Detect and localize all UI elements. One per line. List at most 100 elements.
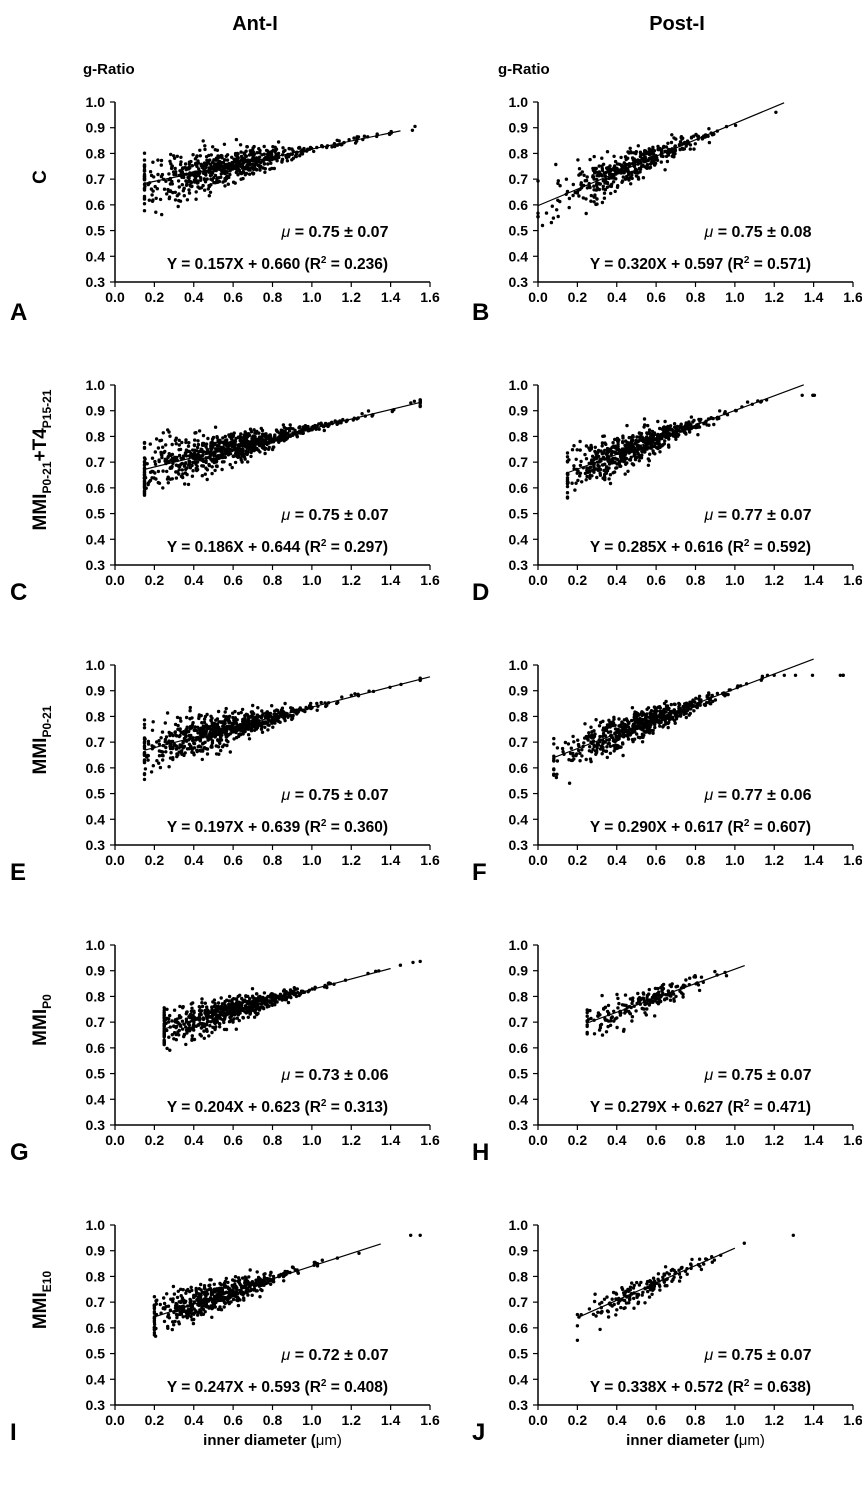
data-point — [216, 709, 221, 714]
data-point — [210, 437, 215, 441]
data-point — [330, 145, 334, 149]
data-point — [142, 158, 147, 162]
y-tick-label: 0.5 — [86, 223, 106, 239]
data-point — [224, 1027, 229, 1032]
data-point — [171, 733, 175, 738]
data-point — [211, 725, 216, 729]
data-point — [627, 172, 631, 177]
data-point — [184, 440, 188, 445]
data-point — [167, 196, 171, 201]
data-point — [222, 142, 227, 146]
data-point — [599, 449, 603, 453]
data-point — [215, 177, 219, 181]
data-point — [281, 146, 285, 150]
data-point — [588, 745, 592, 749]
data-point — [194, 190, 198, 194]
data-point — [565, 455, 570, 459]
data-point — [643, 155, 647, 159]
data-point — [187, 179, 191, 183]
data-point — [189, 1002, 193, 1006]
y-tick-label: 0.6 — [86, 760, 106, 776]
data-point — [181, 475, 185, 480]
data-point — [170, 452, 175, 457]
data-point — [584, 478, 588, 482]
data-point — [186, 482, 191, 487]
data-point — [643, 724, 648, 728]
data-point — [212, 998, 217, 1002]
data-point — [272, 438, 277, 443]
mean-annotation: μ = 0.75 ± 0.08 — [704, 224, 812, 241]
data-point — [297, 426, 301, 430]
data-point — [243, 158, 248, 163]
panel-letter: A — [10, 299, 27, 326]
data-point — [218, 1025, 222, 1029]
data-point — [298, 154, 302, 158]
data-point — [603, 472, 607, 477]
data-point — [603, 448, 607, 453]
data-point — [231, 1020, 235, 1024]
data-point — [231, 1012, 235, 1016]
x-tick-label: 1.0 — [302, 572, 322, 588]
x-tick-label: 0.8 — [686, 1132, 706, 1148]
data-point — [179, 155, 183, 159]
x-tick-label: 0.8 — [263, 572, 283, 588]
data-point — [213, 173, 218, 178]
data-point — [150, 456, 155, 460]
data-point — [260, 709, 264, 713]
data-point — [555, 772, 559, 776]
data-point — [217, 1022, 222, 1026]
data-point — [252, 428, 256, 432]
data-point — [567, 781, 572, 785]
y-tick-label: 0.7 — [86, 734, 106, 750]
data-point — [251, 703, 255, 708]
data-point — [175, 154, 179, 158]
data-point — [183, 452, 188, 457]
scatter-points — [162, 959, 422, 1052]
data-point — [216, 1015, 220, 1019]
data-point — [591, 175, 595, 179]
data-point — [192, 443, 197, 447]
regression-equation: Y = 0.186X + 0.644 (R2 = 0.297) — [167, 538, 388, 556]
data-point — [157, 754, 162, 758]
x-tick-label: 0.4 — [607, 289, 627, 305]
data-point — [693, 142, 697, 146]
x-tick-label: 0.8 — [263, 289, 283, 305]
mean-annotation: μ = 0.75 ± 0.07 — [281, 507, 389, 524]
data-point — [183, 462, 187, 466]
data-point — [232, 737, 236, 741]
data-point — [246, 733, 251, 737]
data-point — [567, 196, 572, 201]
data-point — [549, 220, 554, 225]
y-tick-label: 0.4 — [86, 531, 106, 547]
data-point — [232, 431, 236, 435]
data-point — [269, 161, 273, 165]
data-point — [598, 172, 603, 176]
data-point — [560, 746, 565, 751]
data-point — [643, 1002, 647, 1006]
data-point — [700, 137, 705, 141]
data-point — [197, 167, 201, 171]
data-point — [227, 1020, 232, 1024]
data-point — [192, 1010, 196, 1015]
data-point — [199, 726, 204, 730]
data-point — [185, 198, 190, 202]
data-point — [588, 157, 592, 162]
data-point — [184, 1017, 189, 1021]
data-point — [267, 150, 271, 155]
data-point — [208, 1023, 212, 1028]
data-point — [578, 463, 583, 468]
data-point — [231, 997, 236, 1001]
data-point — [153, 184, 157, 189]
x-tick-label: 0.8 — [686, 572, 706, 588]
data-point — [604, 452, 608, 456]
data-point — [180, 183, 184, 187]
data-point — [647, 992, 651, 996]
data-point — [178, 447, 183, 452]
data-point — [621, 175, 625, 179]
x-tick-label: 1.0 — [302, 852, 322, 868]
data-point — [222, 743, 226, 747]
data-point — [572, 740, 576, 744]
data-point — [193, 457, 197, 461]
data-point — [187, 459, 191, 463]
data-point — [297, 146, 301, 150]
